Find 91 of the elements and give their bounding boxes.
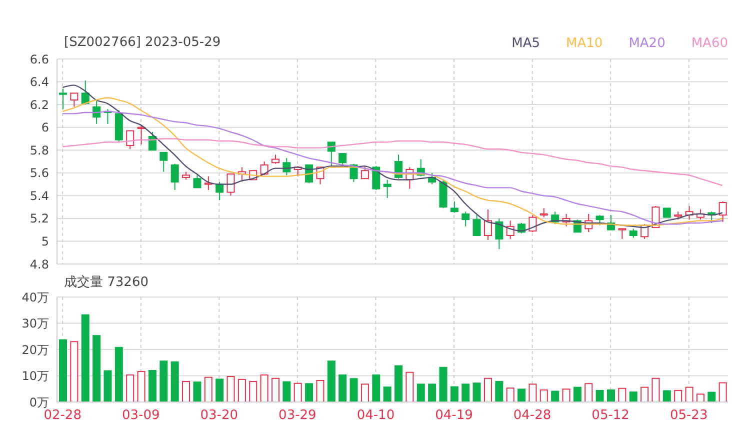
bar [226, 376, 235, 402]
bar [696, 394, 704, 402]
x-tick-label: 04-19 [435, 408, 473, 424]
bar [472, 382, 481, 402]
bar [674, 390, 682, 402]
bar [70, 341, 78, 402]
x-tick-label: 05-23 [670, 408, 708, 424]
bar [518, 388, 526, 402]
bar [294, 382, 302, 402]
bar [685, 386, 694, 402]
y-tick-label: 10万 [22, 369, 49, 384]
y-tick-label: 20万 [22, 342, 49, 357]
y-tick-label: 4.8 [30, 257, 49, 272]
bar [662, 390, 671, 402]
y-tick-label: 0万 [29, 395, 49, 410]
bar [327, 360, 336, 402]
bar [406, 372, 414, 402]
bar [260, 374, 268, 402]
x-tick-label: 05-12 [592, 408, 630, 424]
bar [249, 381, 258, 402]
y-tick-label: 6.2 [30, 98, 49, 112]
y-tick-label: 6.6 [30, 52, 49, 66]
bar [137, 371, 146, 402]
y-tick-label: 6 [41, 120, 49, 135]
y-tick-label: 40万 [22, 290, 49, 304]
bar [652, 378, 660, 402]
x-tick-label: 03-29 [278, 408, 316, 424]
bar [216, 378, 224, 402]
bar [640, 386, 649, 402]
x-tick-label: 04-10 [356, 408, 395, 424]
bar [606, 389, 615, 402]
y-tick-label: 30万 [22, 316, 49, 331]
bar [271, 378, 280, 402]
y-tick-label: 5.4 [30, 188, 49, 203]
bar [338, 374, 347, 402]
bar [618, 388, 626, 402]
bar [629, 392, 638, 402]
bar [182, 381, 190, 402]
bar [450, 386, 458, 402]
bar [506, 388, 514, 402]
bar [383, 386, 392, 402]
y-tick-label: 5.8 [30, 143, 49, 158]
bar [350, 378, 358, 402]
chart-title: 成交量 73260 [64, 274, 148, 291]
text: MA5 [512, 36, 540, 51]
bar [170, 361, 179, 402]
bar [584, 383, 593, 402]
bar [59, 339, 67, 402]
x-tick-label: 03-09 [122, 408, 160, 424]
bar [462, 384, 470, 402]
bar [708, 392, 716, 402]
bar [484, 378, 492, 402]
bar [238, 378, 246, 402]
bar [193, 382, 202, 402]
bar [528, 384, 537, 402]
y-tick-label: 5.6 [30, 166, 49, 180]
bar [92, 335, 101, 402]
x-tick-label: 02-28 [44, 408, 82, 424]
text: MA20 [628, 36, 666, 51]
bar [562, 388, 570, 402]
bar [305, 383, 314, 402]
bar [540, 389, 548, 402]
bar [439, 366, 448, 402]
text: MA60 [691, 36, 728, 51]
bar [126, 374, 134, 402]
bar [282, 381, 291, 402]
x-tick-label: 03-20 [200, 408, 238, 424]
bar [104, 370, 112, 402]
bar [551, 390, 560, 402]
bar [360, 384, 369, 402]
text: MA10 [566, 36, 603, 51]
candlestick [383, 179, 392, 198]
x-tick-label: 04-28 [513, 408, 552, 424]
bar [148, 370, 156, 402]
y-tick-label: 5 [41, 234, 49, 248]
bar [372, 374, 380, 402]
y-tick-label: 5.2 [30, 212, 49, 226]
bar [394, 365, 402, 402]
bar [204, 376, 212, 402]
chart-title: [SZ002766] 2023-05-29 [64, 35, 221, 50]
bar [428, 384, 436, 402]
bar [416, 384, 425, 402]
bar [160, 360, 168, 402]
bar [316, 380, 324, 402]
y-tick-label: 6.4 [30, 75, 49, 90]
bar [573, 386, 582, 402]
bar [596, 390, 604, 402]
bar [495, 381, 504, 402]
bar [114, 346, 123, 402]
bar [718, 382, 727, 402]
bar [81, 314, 90, 402]
